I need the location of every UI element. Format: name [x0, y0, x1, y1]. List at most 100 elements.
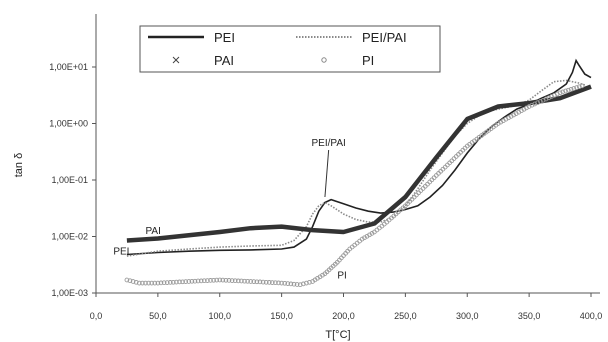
series-point-pi	[257, 279, 263, 285]
series-point-pi	[254, 279, 260, 285]
annotation-pei: PEI	[113, 247, 129, 258]
series-point-pi	[291, 281, 297, 287]
series-point-pi	[279, 280, 284, 286]
legend-swatch-circle	[321, 57, 327, 63]
series-point-pi	[164, 280, 170, 285]
series-point-pi	[576, 84, 582, 90]
series-point-pi	[266, 280, 272, 285]
series-pai	[126, 84, 592, 243]
legend-label: PEI/PAI	[362, 30, 407, 45]
y-tick-label: 1,00E+01	[49, 62, 88, 72]
annotation-pi: PI	[337, 271, 346, 282]
x-tick-label: 400,0	[580, 311, 603, 321]
series-point-pi	[232, 278, 238, 284]
legend-box	[139, 25, 441, 73]
series-line-pei	[126, 58, 592, 256]
x-tick-label: 150,0	[270, 311, 293, 321]
series-point-pi	[563, 88, 568, 94]
series-point-pi	[214, 277, 220, 283]
series-point-pi	[288, 281, 294, 287]
series-point-pi	[174, 279, 179, 285]
x-tick-label: 300,0	[456, 311, 479, 321]
legend-label: PAI	[214, 53, 234, 68]
x-axis-title: T[°C]	[325, 329, 350, 341]
series-point-pi	[161, 280, 167, 286]
legend-swatch-x	[172, 56, 180, 64]
legend-label: PI	[362, 53, 374, 68]
series-point-pi	[180, 279, 185, 285]
series-point-pi	[198, 278, 204, 284]
series-point-pi	[579, 83, 585, 89]
series-point-pi	[297, 282, 303, 288]
series-point-pi	[211, 277, 216, 283]
y-tick-label: 1,00E-01	[51, 175, 88, 185]
series-point-pi	[416, 190, 421, 196]
annotation-layer: PAI PEI PEI/PAI PI	[113, 138, 346, 282]
series-point-pi	[285, 281, 291, 286]
series-point-pi	[273, 280, 278, 286]
series-point-pi	[557, 90, 563, 96]
series-point-pi	[152, 280, 158, 286]
legend-item-pi: PI	[321, 53, 374, 68]
series-point-pi	[549, 94, 554, 99]
series-point-pi	[143, 280, 148, 286]
series-point-pi	[248, 279, 254, 284]
series-point-pi	[195, 278, 201, 284]
series-point-pi	[560, 89, 566, 95]
series-point-pi	[229, 278, 235, 283]
series-point-pi	[571, 86, 577, 91]
series-point-pi	[543, 96, 549, 102]
series-point-pi	[568, 86, 574, 92]
x-tick-label: 0,0	[90, 311, 103, 321]
x-tick-label: 250,0	[394, 311, 417, 321]
series-point-pi	[186, 279, 192, 284]
series-point-pi	[183, 279, 189, 284]
series-point-pi	[282, 280, 288, 286]
series-point-pi	[158, 280, 164, 286]
series-point-pi	[167, 280, 173, 285]
series-point-pi	[136, 280, 142, 286]
series-point-pi	[149, 280, 155, 286]
series-point-pi	[130, 279, 136, 284]
legend: PEI PEI/PAI PAI PI	[139, 25, 441, 73]
series-point-pi	[427, 179, 433, 185]
series-point-pi	[538, 99, 543, 104]
series-point-pi	[294, 282, 300, 287]
series-point-pi	[535, 100, 540, 106]
series-point-pi	[133, 279, 139, 285]
series-point-pi	[155, 280, 161, 286]
series-point-pi	[124, 277, 130, 283]
series-point-pi	[177, 279, 182, 285]
series-point-pi	[245, 278, 250, 284]
series-point-pi	[554, 91, 560, 97]
series-point-pi	[242, 278, 247, 284]
series-point-pi	[307, 279, 312, 285]
x-tick-label: 100,0	[208, 311, 231, 321]
series-point-pi	[300, 281, 306, 287]
series-point-pi	[260, 279, 266, 285]
series-point-pi	[235, 278, 241, 284]
x-tick-label: 200,0	[332, 311, 355, 321]
series-point-pi	[170, 279, 176, 285]
x-tick-label: 350,0	[518, 311, 541, 321]
series-point-pi	[208, 278, 213, 283]
series-point-pi	[127, 278, 133, 284]
series-point-pi	[226, 278, 232, 283]
axes: 0,0 50,0 100,0 150,0 200,0 250,0 300,0 350,0 400…	[13, 14, 602, 341]
series-pei	[126, 58, 592, 256]
annotation-arrow	[324, 149, 330, 198]
series-point-pi	[140, 280, 145, 286]
series-point-pi	[251, 279, 257, 284]
series-point-pi	[205, 278, 210, 283]
series-point-pi	[220, 277, 226, 283]
annotation-pei-pai: PEI/PAI	[312, 138, 346, 149]
y-tick-label: 1,00E-02	[51, 232, 88, 242]
series-point-pi	[223, 277, 229, 283]
legend-item-pei: PEI	[148, 30, 235, 45]
series-point-pi	[269, 280, 275, 285]
series-point-pi	[146, 280, 151, 286]
y-axis-title: tan δ	[13, 153, 25, 177]
series-point-pi	[217, 277, 223, 283]
series-point-pi	[304, 280, 309, 286]
